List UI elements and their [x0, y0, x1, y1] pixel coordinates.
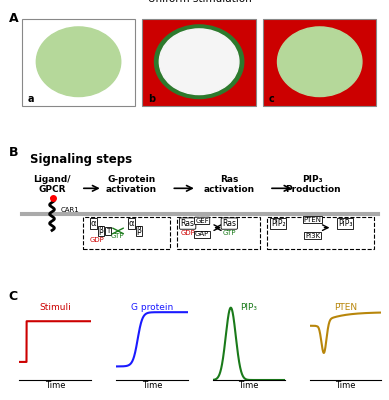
X-axis label: Time: Time	[238, 381, 259, 390]
Text: Ras: Ras	[222, 219, 236, 228]
Text: β: β	[137, 226, 141, 236]
Text: CAR1: CAR1	[61, 207, 80, 213]
FancyBboxPatch shape	[83, 217, 170, 249]
Text: α: α	[91, 219, 96, 228]
Text: a: a	[28, 94, 34, 104]
Text: Signaling steps: Signaling steps	[30, 153, 132, 166]
Circle shape	[154, 25, 244, 98]
Text: PTEN: PTEN	[303, 216, 321, 222]
X-axis label: Time: Time	[142, 381, 162, 390]
Circle shape	[159, 29, 239, 94]
Text: C: C	[9, 290, 18, 302]
Text: PIP₂: PIP₂	[271, 219, 286, 228]
Text: PIP₃
Production: PIP₃ Production	[285, 175, 340, 194]
FancyBboxPatch shape	[267, 217, 374, 249]
FancyBboxPatch shape	[142, 19, 256, 106]
FancyBboxPatch shape	[263, 19, 377, 106]
Text: GDP: GDP	[180, 230, 195, 236]
Text: GAP: GAP	[195, 232, 209, 238]
Text: GTP: GTP	[111, 233, 124, 239]
Circle shape	[277, 27, 362, 96]
FancyBboxPatch shape	[177, 217, 260, 249]
Text: A: A	[9, 12, 18, 25]
Text: GEF: GEF	[195, 218, 209, 224]
Text: G-protein
activation: G-protein activation	[106, 175, 157, 194]
Text: Ras: Ras	[180, 219, 194, 228]
Circle shape	[36, 27, 121, 96]
Text: α: α	[129, 219, 134, 228]
Text: T: T	[106, 228, 110, 234]
Text: Ras
activation: Ras activation	[204, 175, 255, 194]
Text: β: β	[98, 226, 103, 236]
Text: Uniform stimulation: Uniform stimulation	[149, 0, 252, 4]
Text: Stimuli: Stimuli	[39, 303, 71, 312]
Text: PTEN: PTEN	[334, 303, 357, 312]
Text: GTP: GTP	[223, 230, 236, 236]
Text: G protein: G protein	[131, 303, 173, 312]
Text: PI3K: PI3K	[305, 233, 320, 239]
Text: PiP₃: PiP₃	[338, 219, 352, 228]
Text: GDP: GDP	[90, 237, 105, 243]
FancyBboxPatch shape	[22, 19, 135, 106]
Text: b: b	[149, 94, 156, 104]
Text: c: c	[269, 94, 275, 104]
X-axis label: Time: Time	[45, 381, 65, 390]
Text: B: B	[9, 146, 18, 159]
X-axis label: Time: Time	[335, 381, 356, 390]
Text: PIP₃: PIP₃	[240, 303, 257, 312]
Text: Ligand/
GPCR: Ligand/ GPCR	[33, 175, 71, 194]
